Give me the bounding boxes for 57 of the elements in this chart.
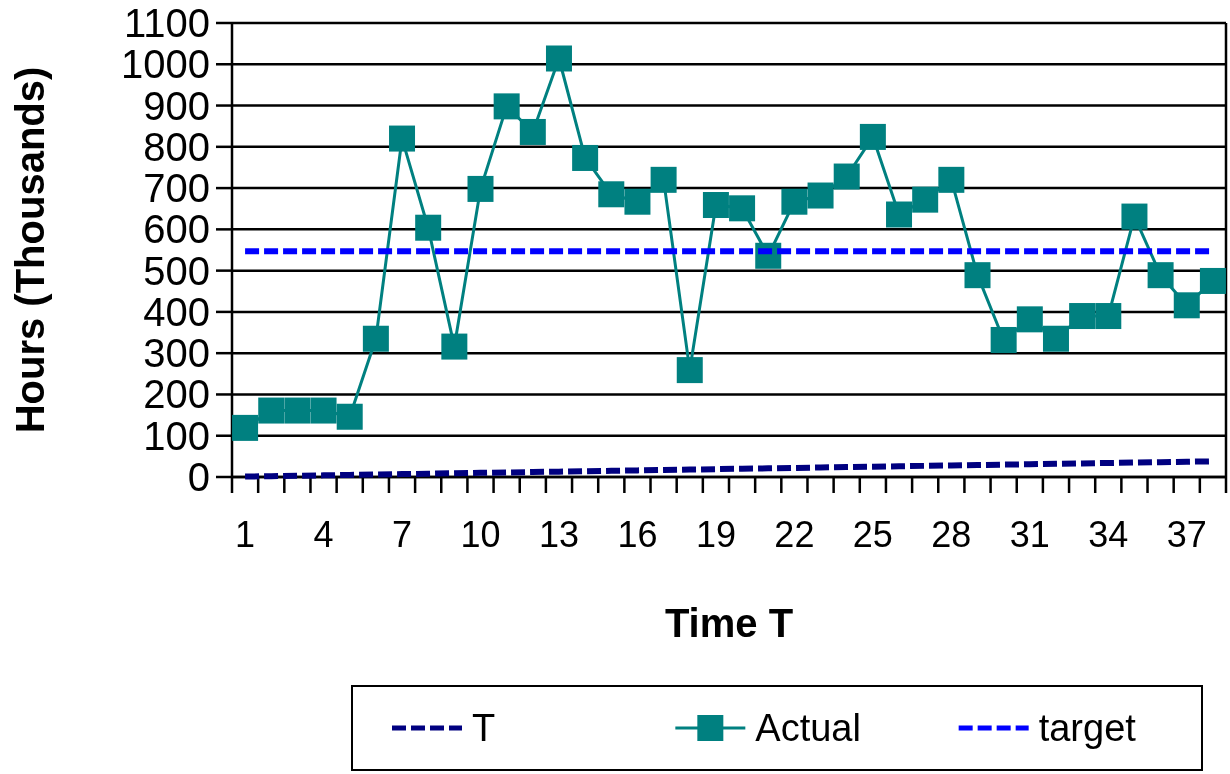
point: [336, 403, 363, 430]
point: [1173, 292, 1200, 319]
point: [676, 357, 703, 384]
point: [493, 93, 520, 120]
legend-label: target: [1038, 707, 1137, 750]
point: [1016, 306, 1043, 333]
legend-label: Actual: [755, 707, 861, 750]
x-tick-label: 34: [1088, 514, 1129, 555]
y-axis-title: Hours (Thousands): [8, 66, 52, 434]
point: [389, 125, 416, 152]
point: [990, 326, 1017, 353]
x-tick-label: 19: [695, 514, 736, 555]
point: [964, 262, 991, 289]
x-tick-label: 37: [1166, 514, 1207, 555]
point: [258, 397, 285, 424]
point: [232, 414, 259, 441]
point: [781, 188, 808, 215]
point: [886, 201, 913, 228]
legend-label: T: [472, 707, 496, 750]
point: [467, 175, 494, 202]
x-axis-title: Time T: [664, 601, 794, 645]
x-tick-label: 1: [235, 514, 256, 555]
point: [1095, 303, 1122, 330]
point: [702, 192, 729, 219]
point: [284, 397, 311, 424]
x-tick-label: 28: [931, 514, 972, 555]
point: [1042, 325, 1069, 352]
point: [519, 118, 546, 145]
x-tick-label: 10: [460, 514, 501, 555]
x-tick-label: 22: [774, 514, 815, 555]
point: [598, 181, 625, 208]
point: [859, 123, 886, 150]
point: [1199, 267, 1226, 294]
point: [650, 166, 677, 193]
point: [310, 397, 337, 424]
point: [624, 188, 651, 215]
x-tick-label: 7: [392, 514, 413, 555]
x-tick-label: 31: [1009, 514, 1050, 555]
point: [415, 214, 442, 241]
point: [1069, 303, 1096, 330]
point: [912, 186, 939, 213]
point: [572, 144, 599, 171]
point: [729, 195, 756, 222]
point: [545, 45, 572, 72]
point: [1121, 203, 1148, 230]
x-tick-label: 25: [852, 514, 893, 555]
y-tick-label: 1100: [123, 1, 210, 45]
x-tick-label: 4: [313, 514, 334, 555]
point: [362, 325, 389, 352]
point: [1147, 262, 1174, 289]
point: [938, 166, 965, 193]
point: [807, 182, 834, 209]
point: [833, 163, 860, 190]
x-tick-label: 16: [617, 514, 658, 555]
x-tick-label: 13: [538, 514, 579, 555]
y-tick-label: 0: [187, 455, 210, 499]
point: [441, 333, 468, 360]
